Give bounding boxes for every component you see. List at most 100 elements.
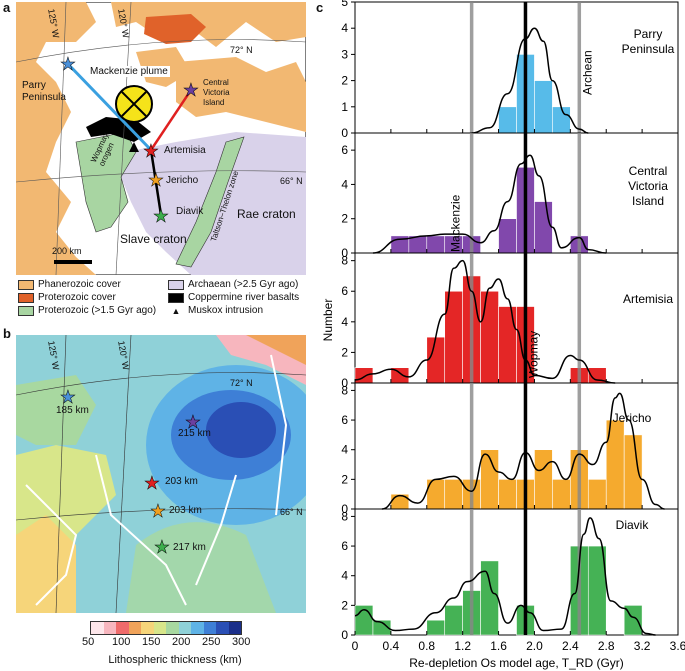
transect-line: [149, 149, 163, 216]
density-curve: [372, 154, 607, 254]
y-tick-label: 6: [341, 143, 348, 157]
colorbar-cell: [216, 622, 229, 634]
label-b-lat72: 72° N: [230, 378, 253, 388]
x-tick-label: 1.6: [490, 639, 507, 653]
y-tick-label: 2: [341, 212, 348, 226]
y-tick-label: 5: [341, 0, 348, 9]
legend-label: Coppermine river basalts: [188, 292, 300, 303]
thelon-zone: [175, 136, 245, 268]
x-tick-label: 3.2: [634, 639, 651, 653]
star-artemisia-icon: ★: [143, 141, 159, 161]
thickness-jericho: 203 km: [169, 505, 202, 516]
histogram-bar: [354, 367, 374, 384]
histogram-bar: [552, 479, 571, 510]
legend-item: Coppermine river basalts: [168, 292, 299, 303]
colorbar-cell: [153, 622, 166, 634]
proterozoic-cover: [144, 14, 206, 44]
legend-swatch: [168, 279, 184, 290]
histogram-bar: [534, 449, 553, 510]
histogram-bar: [498, 306, 517, 384]
histogram-bar: [534, 80, 553, 134]
scale-bar: [54, 260, 92, 264]
y-tick-label: 0: [341, 628, 348, 642]
reference-line-label: Archean: [580, 50, 594, 95]
y-tick-label: 6: [341, 284, 348, 298]
y-tick-label: 0: [341, 502, 348, 516]
histogram-bar: [444, 479, 463, 510]
y-tick-label: 2: [341, 598, 348, 612]
legend-swatch: [168, 292, 184, 303]
colorbar-tick: 150: [142, 636, 161, 648]
histogram-bar: [480, 290, 499, 384]
legend-label: Muskox intrusion: [188, 305, 264, 316]
series-name-label: Jericho: [613, 411, 652, 425]
y-tick-label: 4: [341, 569, 348, 583]
series-name-label: Diavik: [616, 518, 650, 532]
star-b-jericho-icon: ★: [150, 501, 166, 521]
colorbar-tick: 200: [172, 636, 191, 648]
legend-label: Proterozoic (>1.5 Gyr ago): [38, 305, 157, 316]
histogram-bar: [426, 235, 446, 254]
colorbar-tick: 250: [202, 636, 221, 648]
y-tick-label: 8: [341, 509, 348, 523]
series-name-label: Parry Peninsula: [622, 27, 675, 56]
muskox-triangle: [129, 142, 139, 152]
x-tick-label: 0.4: [383, 639, 400, 653]
colorbar-tick: 50: [82, 636, 95, 648]
y-tick-label: 4: [341, 21, 348, 35]
colorbar-cell: [191, 622, 204, 634]
x-tick-label: 2.0: [526, 639, 543, 653]
x-tick-label: 2.4: [562, 639, 579, 653]
label-b-lat66: 66° N: [280, 507, 303, 517]
x-tick-label: 3.6: [670, 639, 685, 653]
histogram-bar: [587, 479, 607, 510]
label-jericho: Jericho: [166, 175, 199, 186]
geologic-map: ★ ★ ★ ★ ★: [16, 2, 306, 275]
y-tick-label: 4: [341, 315, 348, 329]
histogram-bar: [587, 545, 607, 636]
legend-item: Proterozoic (>1.5 Gyr ago): [18, 305, 156, 316]
histogram-bar: [498, 479, 517, 510]
triangle-icon: ▲: [171, 305, 181, 316]
y-tick-label: 4: [341, 443, 348, 457]
label-slave: Slave craton: [120, 232, 187, 246]
panel-label-a: a: [3, 0, 11, 15]
legend-item: Proterozoic cover: [18, 292, 116, 303]
thickness-cvi: 215 km: [178, 428, 211, 439]
histogram-bar: [372, 619, 392, 636]
label-rae: Rae craton: [237, 207, 296, 221]
legend-item: Phanerozoic cover: [18, 279, 121, 290]
y-tick-label: 6: [341, 413, 348, 427]
label-parry: Parry Peninsula: [22, 80, 66, 103]
x-tick-label: 2.8: [598, 639, 615, 653]
colorbar-cell: [103, 622, 116, 634]
star-b-artemisia-icon: ★: [144, 473, 160, 493]
y-tick-label: 2: [341, 472, 348, 486]
x-tick-label: 0: [352, 639, 359, 653]
y-tick-label: 6: [341, 539, 348, 553]
histogram-bar: [498, 218, 517, 254]
label-scale: 200 km: [52, 246, 82, 256]
x-axis-label: Re-depletion Os model age, T_RD (Gyr): [409, 656, 624, 670]
y-tick-label: 0: [341, 376, 348, 390]
legend-label: Phanerozoic cover: [38, 279, 121, 290]
colorbar-cell: [203, 622, 216, 634]
colorbar-cell: [178, 622, 191, 634]
density-curve: [471, 27, 589, 134]
colorbar-cell: [91, 622, 104, 634]
colorbar-cell: [166, 622, 179, 634]
phanerozoic-victoria: [176, 57, 306, 132]
colorbar-tick: 100: [112, 636, 131, 648]
star-cvi-icon: ★: [183, 80, 199, 100]
histogram-bar: [498, 106, 517, 134]
panel-label-b: b: [3, 326, 11, 341]
colorbar-cell: [116, 622, 129, 634]
histogram-bar: [426, 619, 446, 636]
y-tick-label: 0: [341, 246, 348, 260]
label-plume: Mackenzie plume: [88, 66, 170, 77]
histogram-bar: [534, 201, 553, 254]
legend-item: Archaean (>2.5 Gyr ago): [168, 279, 298, 290]
star-b-cvi-icon: ★: [185, 412, 201, 432]
plume-line-red: [149, 89, 193, 151]
